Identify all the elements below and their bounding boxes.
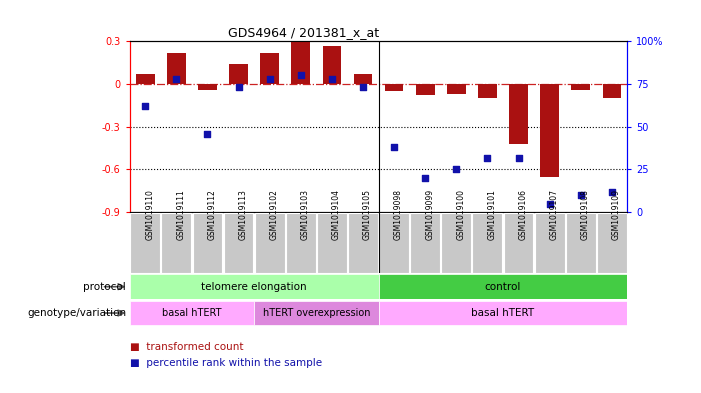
- Bar: [472, 213, 503, 272]
- Text: GSM1019112: GSM1019112: [207, 189, 217, 240]
- Bar: [254, 213, 285, 272]
- Bar: [260, 53, 279, 84]
- Point: [139, 103, 151, 109]
- Bar: [292, 41, 310, 84]
- Text: GSM1019113: GSM1019113: [238, 189, 247, 240]
- Bar: [571, 84, 590, 90]
- Point: [606, 189, 618, 195]
- Text: GSM1019103: GSM1019103: [301, 189, 310, 240]
- Text: GSM1019100: GSM1019100: [456, 189, 465, 240]
- Bar: [540, 84, 559, 176]
- Point: [202, 130, 213, 137]
- Bar: [416, 84, 435, 95]
- Point: [264, 76, 275, 82]
- Bar: [198, 84, 217, 90]
- Bar: [254, 301, 379, 325]
- Bar: [603, 84, 621, 98]
- Bar: [478, 84, 497, 98]
- Text: ■  transformed count: ■ transformed count: [130, 342, 243, 353]
- Text: GSM1019099: GSM1019099: [426, 189, 434, 240]
- Bar: [161, 213, 191, 272]
- Text: GSM1019104: GSM1019104: [332, 189, 341, 240]
- Point: [513, 154, 524, 161]
- Bar: [322, 46, 341, 84]
- Point: [482, 154, 493, 161]
- Text: basal hTERT: basal hTERT: [471, 308, 535, 318]
- Text: GSM1019107: GSM1019107: [550, 189, 559, 240]
- Text: GSM1019102: GSM1019102: [270, 189, 279, 240]
- Text: telomere elongation: telomere elongation: [201, 282, 307, 292]
- Bar: [130, 213, 160, 272]
- Point: [233, 84, 244, 90]
- Bar: [136, 74, 154, 84]
- Point: [575, 192, 586, 198]
- Text: hTERT overexpression: hTERT overexpression: [263, 308, 370, 318]
- Text: GSM1019111: GSM1019111: [177, 189, 185, 240]
- Point: [451, 166, 462, 173]
- Text: GSM1019105: GSM1019105: [363, 189, 372, 240]
- Point: [326, 76, 337, 82]
- Bar: [317, 213, 347, 272]
- Bar: [379, 274, 627, 299]
- Bar: [442, 213, 471, 272]
- Bar: [535, 213, 564, 272]
- Bar: [379, 213, 409, 272]
- Bar: [503, 213, 533, 272]
- Bar: [130, 274, 379, 299]
- Text: ■  percentile rank within the sample: ■ percentile rank within the sample: [130, 358, 322, 368]
- Point: [358, 84, 369, 90]
- Bar: [193, 213, 222, 272]
- Text: basal hTERT: basal hTERT: [162, 308, 222, 318]
- Bar: [379, 301, 627, 325]
- Bar: [229, 64, 248, 84]
- Text: genotype/variation: genotype/variation: [27, 308, 126, 318]
- Bar: [348, 213, 378, 272]
- Bar: [410, 213, 440, 272]
- Bar: [597, 213, 627, 272]
- Text: protocol: protocol: [83, 282, 126, 292]
- Bar: [224, 213, 254, 272]
- Bar: [353, 74, 372, 84]
- Bar: [130, 301, 254, 325]
- Bar: [566, 213, 596, 272]
- Text: GSM1019108: GSM1019108: [580, 189, 590, 240]
- Point: [295, 72, 306, 79]
- Bar: [286, 213, 315, 272]
- Point: [171, 76, 182, 82]
- Text: control: control: [485, 282, 521, 292]
- Text: GSM1019106: GSM1019106: [519, 189, 528, 240]
- Bar: [447, 84, 465, 94]
- Point: [420, 175, 431, 181]
- Text: GSM1019109: GSM1019109: [612, 189, 621, 240]
- Text: GSM1019110: GSM1019110: [145, 189, 154, 240]
- Bar: [385, 84, 404, 91]
- Point: [544, 200, 555, 207]
- Text: GSM1019098: GSM1019098: [394, 189, 403, 240]
- Text: GSM1019101: GSM1019101: [487, 189, 496, 240]
- Title: GDS4964 / 201381_x_at: GDS4964 / 201381_x_at: [229, 26, 379, 39]
- Bar: [167, 53, 186, 84]
- Bar: [509, 84, 528, 144]
- Point: [388, 144, 400, 151]
